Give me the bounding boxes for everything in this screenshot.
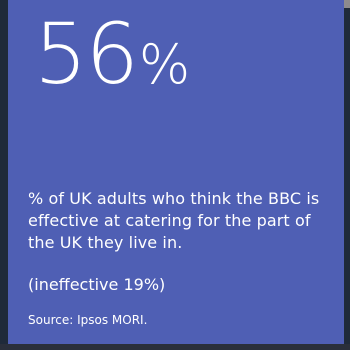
ineffective-note: (ineffective 19%) [28, 275, 166, 294]
stat-value: 56 [34, 5, 139, 103]
stat-card: 56% % of UK adults who think the BBC is … [8, 0, 344, 344]
stat-description: % of UK adults who think the BBC is effe… [28, 189, 320, 252]
source-credit: Source: Ipsos MORI. [28, 313, 148, 327]
stat-unit: % [138, 33, 190, 96]
big-statistic: 56% [34, 12, 190, 96]
bottom-strip [0, 344, 350, 350]
